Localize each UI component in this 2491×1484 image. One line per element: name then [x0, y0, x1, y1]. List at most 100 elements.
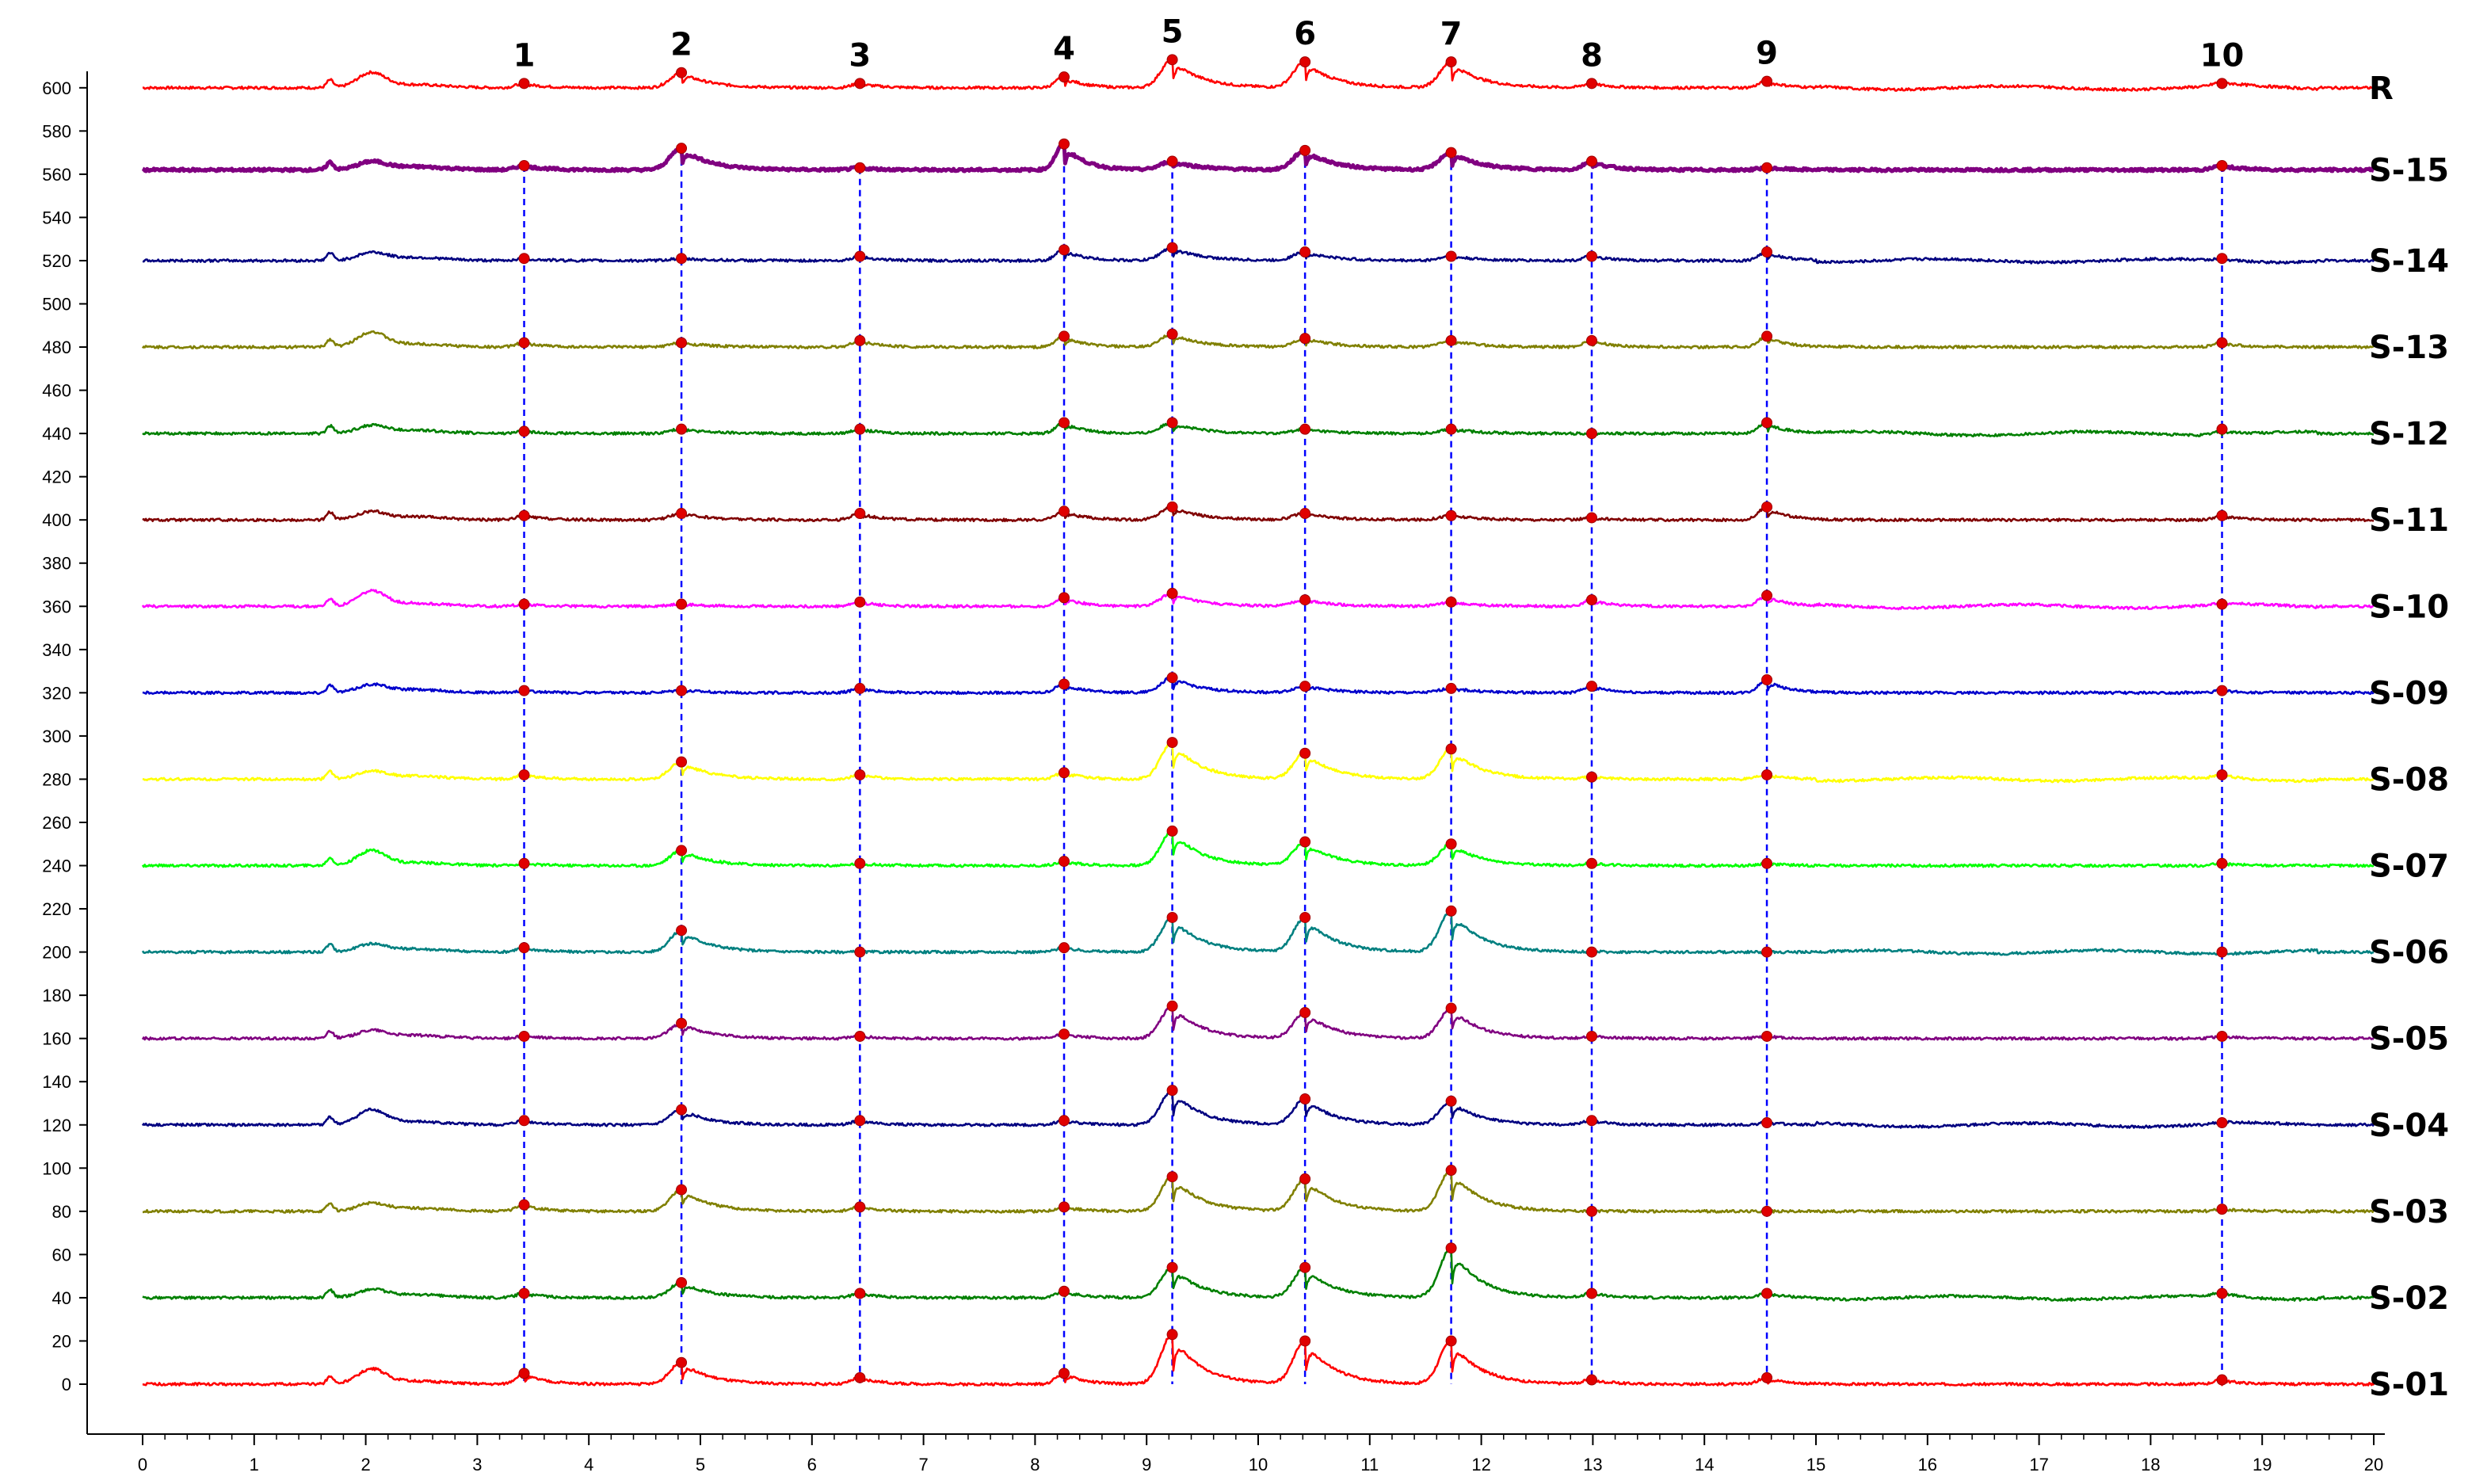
peak-marker-R-10 [2216, 78, 2228, 90]
y-tick-label-460: 460 [42, 381, 71, 401]
peak-marker-S-08-7 [1445, 743, 1457, 755]
y-tick-label-340: 340 [42, 640, 71, 660]
peak-marker-S-06-10 [2216, 946, 2228, 958]
series-label-R: R [2369, 71, 2394, 107]
peak-marker-S-02-10 [2216, 1288, 2228, 1299]
peak-label-7: 7 [1440, 16, 1463, 52]
x-tick-label-3: 3 [472, 1455, 482, 1474]
peak-marker-S-13-5 [1166, 328, 1178, 340]
peak-marker-S-07-1 [518, 857, 530, 869]
peak-marker-S-12-10 [2216, 423, 2228, 435]
peak-marker-S-06-8 [1585, 946, 1597, 958]
x-tick-label-8: 8 [1030, 1455, 1040, 1474]
x-tick-label-6: 6 [807, 1455, 817, 1474]
peak-marker-S-11-5 [1166, 501, 1178, 513]
peak-marker-S-15-1 [518, 159, 530, 171]
peak-marker-S-12-4 [1059, 417, 1070, 429]
peak-marker-S-08-8 [1585, 771, 1597, 783]
trace-S-02 [142, 1246, 2375, 1302]
peak-guide-lines [523, 143, 2223, 1384]
peak-marker-S-11-1 [518, 509, 530, 521]
peak-marker-S-13-7 [1445, 334, 1457, 346]
trace-R [142, 57, 2375, 92]
peak-marker-R-2 [676, 67, 688, 78]
peak-marker-S-05-9 [1761, 1030, 1773, 1042]
peak-marker-R-5 [1166, 54, 1178, 66]
peak-marker-S-03-8 [1585, 1205, 1597, 1217]
peak-marker-S-11-2 [676, 508, 688, 520]
peak-marker-S-03-1 [518, 1199, 530, 1211]
series-label-S-01: S-01 [2369, 1367, 2449, 1403]
peak-marker-S-15-2 [676, 143, 688, 155]
peak-marker-S-12-6 [1299, 423, 1311, 435]
peak-marker-S-15-9 [1761, 162, 1773, 174]
peak-marker-S-10-4 [1059, 592, 1070, 604]
peak-marker-S-07-9 [1761, 857, 1773, 869]
peak-marker-S-15-10 [2216, 159, 2228, 171]
y-tick-label-400: 400 [42, 510, 71, 530]
peak-marker-S-10-7 [1445, 596, 1457, 608]
peak-marker-S-14-2 [676, 253, 688, 265]
peak-marker-R-9 [1761, 75, 1773, 87]
peak-marker-S-04-4 [1059, 1115, 1070, 1127]
peak-marker-S-13-4 [1059, 330, 1070, 342]
peak-marker-S-06-2 [676, 925, 688, 937]
y-tick-label-360: 360 [42, 597, 71, 616]
peak-marker-S-02-7 [1445, 1242, 1457, 1254]
trace-S-09 [142, 676, 2375, 696]
series-label-S-11: S-11 [2369, 502, 2449, 539]
series-label-S-07: S-07 [2369, 849, 2449, 885]
y-tick-label-140: 140 [42, 1072, 71, 1092]
series-label-S-02: S-02 [2369, 1280, 2449, 1317]
peak-marker-S-01-4 [1059, 1368, 1070, 1379]
series-label-S-09: S-09 [2369, 675, 2449, 711]
peak-marker-S-01-2 [676, 1356, 688, 1368]
peak-marker-S-15-7 [1445, 147, 1457, 158]
x-tick-label-4: 4 [584, 1455, 593, 1474]
peak-marker-S-06-1 [518, 942, 530, 954]
peak-marker-S-04-7 [1445, 1095, 1457, 1107]
y-tick-label-100: 100 [42, 1158, 71, 1178]
peak-marker-S-05-8 [1585, 1030, 1597, 1042]
peak-marker-S-03-10 [2216, 1204, 2228, 1215]
peak-marker-S-13-8 [1585, 334, 1597, 346]
series-label-S-03: S-03 [2369, 1194, 2449, 1230]
peak-marker-R-8 [1585, 78, 1597, 90]
x-tick-label-13: 13 [1583, 1455, 1602, 1474]
peak-marker-S-12-5 [1166, 417, 1178, 429]
peak-marker-S-14-1 [518, 253, 530, 265]
trace-S-03 [143, 1169, 2375, 1214]
x-tick-label-14: 14 [1695, 1455, 1714, 1474]
peak-marker-S-04-3 [854, 1115, 866, 1127]
trace-S-13 [141, 330, 2375, 350]
trace-S-10 [141, 588, 2374, 611]
peak-marker-S-09-2 [676, 685, 688, 696]
x-tick-label-20: 20 [2364, 1455, 2383, 1474]
peak-label-5: 5 [1162, 13, 1184, 50]
peak-marker-S-05-10 [2216, 1030, 2228, 1042]
peak-marker-S-07-2 [676, 845, 688, 856]
peak-marker-S-05-3 [854, 1030, 866, 1042]
peak-marker-S-04-8 [1585, 1115, 1597, 1127]
peak-marker-S-02-1 [518, 1288, 530, 1299]
peak-marker-S-04-9 [1761, 1117, 1773, 1129]
peak-marker-S-08-6 [1299, 747, 1311, 759]
trace-S-01 [142, 1333, 2375, 1387]
peak-marker-S-10-1 [518, 598, 530, 610]
trace-S-04 [141, 1088, 2375, 1129]
x-tick-label-7: 7 [918, 1455, 928, 1474]
trace-S-07 [141, 830, 2375, 868]
peak-marker-S-12-7 [1445, 423, 1457, 435]
y-tick-label-160: 160 [42, 1029, 71, 1049]
peak-marker-S-12-1 [518, 425, 530, 437]
x-tick-label-9: 9 [1142, 1455, 1151, 1474]
y-tick-label-320: 320 [42, 683, 71, 703]
peak-marker-S-08-3 [854, 769, 866, 780]
peak-marker-S-03-6 [1299, 1173, 1311, 1185]
peak-marker-S-04-2 [676, 1104, 688, 1116]
peak-marker-S-10-8 [1585, 594, 1597, 606]
peak-marker-S-15-8 [1585, 155, 1597, 167]
peak-marker-S-09-6 [1299, 681, 1311, 692]
peak-marker-S-08-4 [1059, 767, 1070, 779]
peak-marker-S-15-5 [1166, 155, 1178, 167]
